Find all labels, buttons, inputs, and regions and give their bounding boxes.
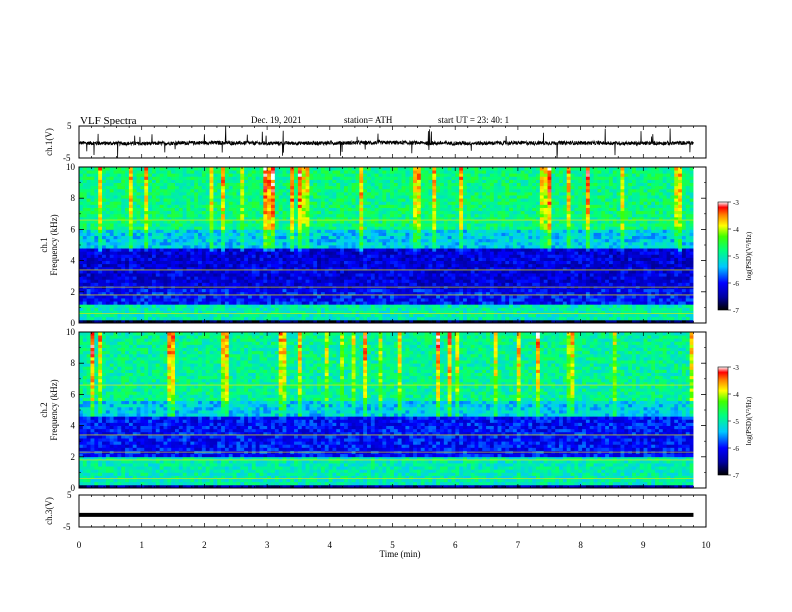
ch2-colorbar: -3 -4 -5 -6 -7 log(PSD)(V²/Hz) bbox=[717, 364, 753, 480]
freq-tick-label: 8 bbox=[71, 358, 76, 368]
colorbar-tick-label: -6 bbox=[733, 280, 739, 288]
time-tick-label: 7 bbox=[516, 540, 521, 550]
ch3-ytick-top: 5 bbox=[67, 490, 72, 500]
ch2-spectrogram-image bbox=[79, 332, 706, 489]
colorbar-label: log(PSD)(V²/Hz) bbox=[745, 396, 753, 445]
time-tick-label: 1 bbox=[139, 540, 144, 550]
ch3-waveform-ticks bbox=[78, 495, 707, 527]
freq-tick-label: 10 bbox=[66, 162, 76, 172]
start-time-label: start UT = 23: 40: 1 bbox=[438, 115, 509, 125]
time-tick-label: 8 bbox=[578, 540, 583, 550]
freq-tick-label: 2 bbox=[71, 287, 76, 297]
ch1-ytick-top: 5 bbox=[67, 121, 72, 131]
ch3-waveform-panel: 5 -5 ch.3(V) bbox=[44, 490, 707, 532]
time-tick-label: 2 bbox=[202, 540, 207, 550]
ch1-spectrogram-image bbox=[79, 167, 706, 324]
ch3-ytick-bottom: -5 bbox=[63, 522, 71, 532]
time-tick-label: 0 bbox=[77, 540, 82, 550]
station-label: station= ATH bbox=[344, 115, 393, 125]
colorbar-tick-label: -7 bbox=[733, 472, 739, 480]
colorbar-scale bbox=[717, 201, 729, 311]
freq-tick-label: 4 bbox=[71, 421, 76, 431]
ch1-spectrogram-ticks: 0 2 4 6 8 10 bbox=[66, 162, 707, 328]
time-tick-label: 9 bbox=[641, 540, 646, 550]
freq-tick-label: 2 bbox=[71, 452, 76, 462]
freq-tick-label: 6 bbox=[71, 224, 76, 234]
ch2-spectrogram-panel: 0 2 4 6 8 10 ch.2 Frequency (kHz) -3 -4 -5 -6 -7 l… bbox=[39, 327, 753, 493]
freq-tick-label: 6 bbox=[71, 389, 76, 399]
ch1-waveform-line bbox=[78, 126, 694, 158]
freq-tick-label: 0 bbox=[71, 318, 76, 328]
ch2-freq-ylabel: Frequency (kHz) bbox=[49, 379, 59, 440]
colorbar-tick-label: -3 bbox=[733, 199, 739, 207]
ch2-spectrogram-ticks: 0 2 4 6 8 10 bbox=[66, 327, 707, 493]
time-tick-label: 10 bbox=[702, 540, 712, 550]
ch1-spectrogram-panel: 0 2 4 6 8 10 ch.1 Frequency (kHz) -3 -4 -5 -6 -7 l… bbox=[39, 162, 753, 328]
ch2-freq-ylabel-top: ch.2 bbox=[39, 402, 49, 417]
ch1-waveform-ticks bbox=[78, 126, 707, 158]
time-tick-label: 3 bbox=[265, 540, 270, 550]
freq-tick-label: 4 bbox=[71, 256, 76, 266]
ch1-waveform-panel: 5 -5 ch.1(V) bbox=[44, 121, 707, 163]
figure-title: VLF Spectra bbox=[80, 115, 137, 127]
colorbar-tick-label: -5 bbox=[733, 418, 739, 426]
time-tick-label: 5 bbox=[390, 540, 395, 550]
ch1-colorbar: -3 -4 -5 -6 -7 log(PSD)(V²/Hz) bbox=[717, 199, 753, 315]
ch1-waveform-ylabel: ch.1(V) bbox=[44, 128, 54, 156]
colorbar-tick-label: -5 bbox=[733, 253, 739, 261]
colorbar-scale bbox=[717, 366, 729, 476]
time-tick-label: 6 bbox=[453, 540, 458, 550]
colorbar-tick-label: -3 bbox=[733, 364, 739, 372]
ch3-waveform-ylabel: ch.3(V) bbox=[44, 497, 54, 525]
colorbar-tick-label: -4 bbox=[733, 226, 739, 234]
time-tick-label: 4 bbox=[328, 540, 333, 550]
freq-tick-label: 8 bbox=[71, 193, 76, 203]
time-axis-label: Time (min) bbox=[380, 549, 421, 559]
ch1-freq-ylabel: Frequency (kHz) bbox=[49, 214, 59, 275]
ch1-freq-ylabel-top: ch.1 bbox=[39, 237, 49, 252]
date-label: Dec. 19, 2021 bbox=[251, 115, 302, 125]
ch1-ytick-bottom: -5 bbox=[63, 153, 71, 163]
colorbar-tick-label: -7 bbox=[733, 307, 739, 315]
colorbar-label: log(PSD)(V²/Hz) bbox=[745, 231, 753, 280]
colorbar-tick-label: -4 bbox=[733, 391, 739, 399]
freq-tick-label: 0 bbox=[71, 483, 76, 493]
colorbar-tick-label: -6 bbox=[733, 445, 739, 453]
time-axis: 0 1 2 3 4 5 6 7 8 9 10 bbox=[77, 540, 711, 550]
freq-tick-label: 10 bbox=[66, 327, 76, 337]
